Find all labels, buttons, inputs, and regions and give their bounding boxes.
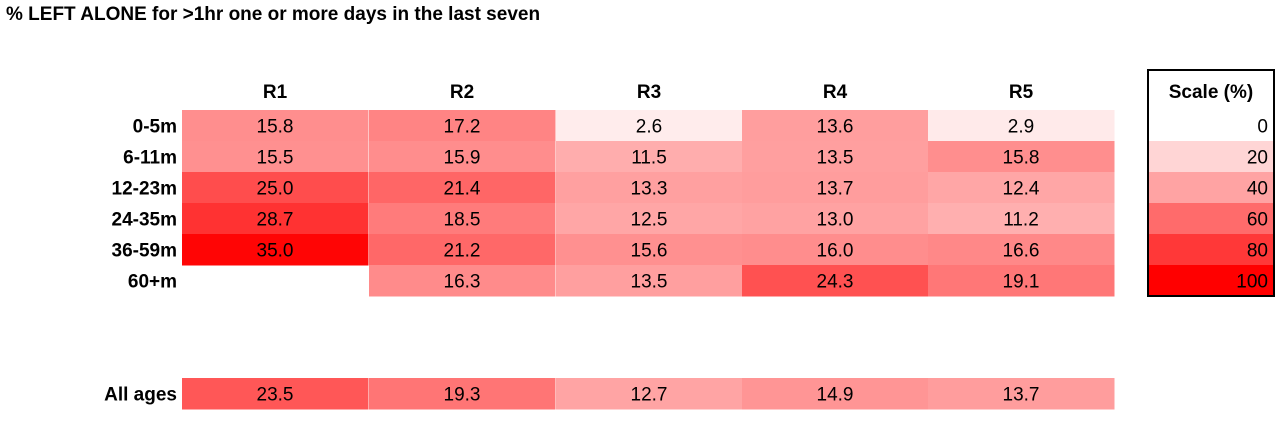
heatmap-cell (182, 141, 369, 173)
scale-label: 20 (1247, 148, 1268, 169)
column-header-r4: R4 (823, 82, 848, 103)
heatmap-cell (742, 141, 929, 173)
cell-value-label: 21.4 (444, 179, 481, 200)
heatmap-cell (928, 172, 1115, 204)
heatmap-cell (556, 172, 743, 204)
cell-value-label: 17.2 (444, 117, 481, 138)
cell-value-label: 15.6 (631, 241, 668, 262)
heatmap-cell (556, 265, 743, 297)
scale-swatch (1148, 234, 1274, 266)
heatmap-cell (928, 110, 1115, 142)
column-header-r1: R1 (263, 82, 288, 103)
summary-value-label: 12.7 (631, 385, 668, 406)
cell-value-label: 13.5 (631, 272, 668, 293)
scale-label: 0 (1257, 117, 1268, 138)
heatmap-cell (369, 203, 556, 235)
cell-value-label: 12.5 (631, 210, 668, 231)
cell-value-label: 15.8 (257, 117, 294, 138)
column-header-r3: R3 (637, 82, 661, 103)
row-label: 60+m (128, 272, 177, 293)
summary-cell (928, 378, 1115, 410)
scale-label: 40 (1247, 179, 1268, 200)
scale-label: 100 (1236, 272, 1268, 293)
heatmap-cell (556, 203, 743, 235)
row-label: 6-11m (123, 148, 177, 169)
heatmap-cell (369, 141, 556, 173)
column-header-r2: R2 (450, 82, 474, 103)
scale-swatch (1148, 110, 1274, 142)
cell-value-label: 21.2 (444, 241, 481, 262)
cell-value-label: 2.6 (636, 117, 662, 138)
chart-title: % LEFT ALONE for >1hr one or more days i… (6, 4, 541, 25)
row-label: 24-35m (112, 210, 178, 231)
row-label: 36-59m (112, 241, 178, 262)
cell-value-label: 12.4 (1003, 179, 1040, 200)
cell-value-label: 25.0 (257, 179, 294, 200)
scale-title: Scale (%) (1169, 82, 1253, 103)
scale-swatch (1148, 203, 1274, 235)
cell-value-label: 24.3 (817, 272, 854, 293)
summary-cell (369, 378, 556, 410)
cell-value-label: 35.0 (257, 241, 294, 262)
heatmap-cell (182, 110, 369, 142)
row-label: 0-5m (133, 117, 177, 138)
heatmap-cell (182, 172, 369, 204)
heatmap-cell (556, 110, 743, 142)
summary-value-label: 23.5 (257, 385, 294, 406)
cell-value-label: 13.5 (817, 148, 854, 169)
cell-value-label: 28.7 (257, 210, 294, 231)
summary-cell (742, 378, 929, 410)
cell-value-label: 19.1 (1003, 272, 1040, 293)
scale-label: 80 (1247, 241, 1268, 262)
heatmap-cell (928, 203, 1115, 235)
scale-label: 60 (1247, 210, 1268, 231)
heatmap-cell (742, 203, 929, 235)
summary-row-label: All ages (104, 385, 177, 406)
cell-value-label: 13.0 (817, 210, 854, 231)
cell-value-label: 11.5 (631, 148, 667, 169)
heatmap-cell (556, 141, 743, 173)
cell-value-label: 18.5 (444, 210, 481, 231)
heatmap-cell (928, 141, 1115, 173)
summary-value-label: 14.9 (817, 385, 854, 406)
heatmap-cell (369, 234, 556, 266)
summary-value-label: 19.3 (444, 385, 481, 406)
heatmap-cell (369, 265, 556, 297)
scale-swatch (1148, 172, 1274, 204)
cell-value-label: 16.3 (444, 272, 481, 293)
cell-value-label: 16.0 (817, 241, 854, 262)
heatmap-cell (742, 110, 929, 142)
heatmap-cell (742, 265, 929, 297)
heatmap-cell (742, 234, 929, 266)
cell-value-label: 2.9 (1008, 117, 1034, 138)
summary-cell (182, 378, 369, 410)
cell-value-label: 11.2 (1003, 210, 1039, 231)
summary-value-label: 13.7 (1003, 385, 1040, 406)
cell-value-label: 16.6 (1003, 241, 1040, 262)
cell-value-label: 13.6 (817, 117, 854, 138)
heatmap-cell (556, 234, 743, 266)
scale-swatch (1148, 141, 1274, 173)
heatmap-cell (369, 172, 556, 204)
row-label: 12-23m (112, 179, 178, 200)
column-header-r5: R5 (1009, 82, 1034, 103)
cell-value-label: 13.7 (817, 179, 854, 200)
heatmap-cell (182, 203, 369, 235)
scale-swatch (1148, 265, 1274, 297)
scale-border (1147, 69, 1275, 297)
heatmap-cell (742, 172, 929, 204)
cell-value-label: 15.5 (257, 148, 294, 169)
cell-value-label: 13.3 (631, 179, 668, 200)
summary-cell (556, 378, 743, 410)
cell-value-label: 15.8 (1003, 148, 1040, 169)
heatmap-cell (182, 234, 369, 266)
heatmap-cell (369, 110, 556, 142)
cell-value-label: 15.9 (444, 148, 481, 169)
heatmap-cell (928, 234, 1115, 266)
heatmap-cell (928, 265, 1115, 297)
